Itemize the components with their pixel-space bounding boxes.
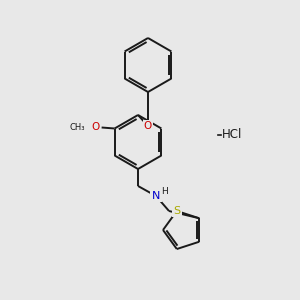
Text: H: H <box>160 187 167 196</box>
Text: CH₃: CH₃ <box>69 123 85 132</box>
Text: S: S <box>173 206 180 216</box>
Text: O: O <box>92 122 100 133</box>
Text: O: O <box>144 121 152 131</box>
Text: HCl: HCl <box>222 128 242 142</box>
Text: N: N <box>152 191 160 201</box>
